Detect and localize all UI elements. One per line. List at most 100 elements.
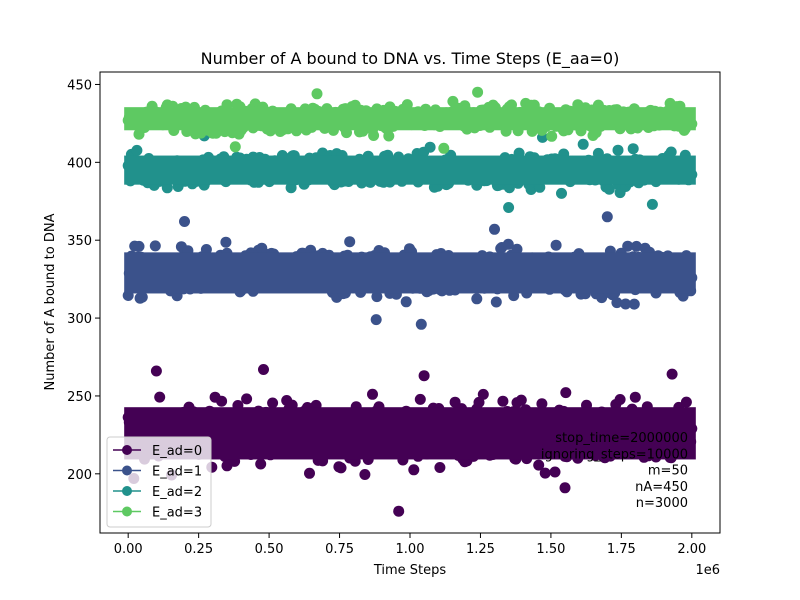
outlier-point [438, 142, 450, 154]
data-point [424, 141, 436, 153]
x-tick-label: 1.50 [536, 542, 565, 557]
data-point [533, 459, 545, 471]
data-point [368, 130, 380, 141]
outlier-point [311, 88, 323, 100]
x-axis: 0.00 0.25 0.50 0.75 1.00 1.25 1.50 1.75 2.00 [114, 533, 706, 557]
y-axis-label: Number of A bound to DNA [43, 213, 58, 390]
x-axis-scale-label: 1e6 [695, 563, 720, 578]
outlier-point [229, 141, 241, 153]
data-point [560, 387, 572, 399]
data-point [471, 293, 483, 305]
plot-area [122, 86, 698, 517]
data-point [371, 291, 383, 303]
outlier-point [150, 365, 162, 377]
outlier-point [258, 364, 269, 375]
annotation-line: ignoring_steps=10000 [541, 447, 688, 462]
data-point [630, 240, 642, 252]
legend-marker [122, 486, 132, 496]
legend-item: E_ad=3 [113, 506, 202, 521]
x-axis-label: Time Steps [373, 563, 447, 578]
y-tick-label: 250 [67, 390, 92, 405]
x-tick-label: 0.25 [184, 542, 213, 557]
data-point [161, 182, 173, 194]
legend-item: E_ad=1 [113, 465, 202, 480]
legend-item: E_ad=2 [113, 485, 202, 500]
legend-marker [122, 465, 132, 476]
annotation-line: stop_time=2000000 [555, 431, 688, 446]
outlier-point [472, 86, 484, 98]
data-point [136, 291, 148, 303]
outlier-point [418, 370, 430, 382]
chart-title: Number of A bound to DNA vs. Time Steps … [201, 49, 620, 69]
x-tick-label: 0.50 [255, 542, 284, 557]
outlier-point [179, 216, 190, 227]
x-tick-label: 0.75 [325, 542, 354, 557]
data-point [490, 296, 502, 308]
data-point [614, 394, 626, 405]
data-point [612, 144, 624, 156]
data-point [628, 298, 640, 310]
series-core-band [124, 155, 696, 185]
data-point [497, 395, 509, 407]
legend-label: E_ad=3 [152, 506, 202, 521]
data-point [434, 462, 446, 473]
data-point [549, 466, 561, 478]
legend-marker [122, 445, 132, 455]
data-point [477, 388, 489, 400]
legend-marker [122, 506, 132, 517]
annotation-line: n=3000 [636, 496, 688, 511]
data-point [611, 297, 623, 309]
x-tick-label: 1.75 [607, 542, 636, 557]
data-point [511, 243, 523, 255]
legend-label: E_ad=1 [152, 465, 202, 480]
outlier-point [370, 314, 382, 326]
data-point [216, 395, 228, 407]
x-tick-label: 1.25 [466, 542, 495, 557]
data-point [577, 138, 589, 150]
outlier-point [503, 202, 515, 213]
data-point [556, 187, 567, 199]
series-layer [122, 86, 698, 517]
data-point [335, 462, 347, 474]
y-axis: 200 250 300 350 400 450 [67, 78, 100, 483]
data-point [414, 393, 426, 405]
outlier-point [489, 223, 500, 235]
legend-item: E_ad=0 [113, 444, 202, 459]
data-point [304, 467, 315, 479]
data-point [383, 130, 395, 142]
data-point [220, 236, 232, 248]
y-tick-label: 350 [67, 234, 92, 249]
data-point [536, 398, 548, 410]
series-e-ad-3 [122, 86, 698, 154]
data-point [255, 458, 267, 470]
outlier-point [666, 368, 678, 380]
series-core-band [124, 107, 696, 131]
legend-label: E_ad=0 [152, 444, 202, 459]
data-point [550, 239, 562, 251]
series-core-band [124, 407, 696, 460]
data-point [665, 146, 677, 158]
data-point [131, 144, 143, 156]
data-point [622, 240, 634, 252]
data-point [502, 238, 514, 250]
data-point [154, 391, 166, 403]
y-tick-label: 200 [67, 468, 92, 483]
data-point [267, 397, 279, 409]
data-point [344, 236, 356, 248]
x-tick-label: 1.00 [396, 542, 425, 557]
legend-box [106, 436, 212, 528]
data-point [408, 464, 420, 476]
series-e-ad-2 [122, 130, 698, 213]
data-point [400, 296, 412, 308]
series-e-ad-1 [122, 211, 698, 330]
data-point [629, 391, 641, 403]
data-point [546, 130, 558, 142]
outlier-point [646, 198, 658, 210]
x-tick-label: 2.00 [677, 542, 706, 557]
outlier-point [393, 505, 405, 517]
data-point [503, 182, 515, 194]
data-point [515, 394, 527, 406]
data-point [359, 469, 371, 480]
